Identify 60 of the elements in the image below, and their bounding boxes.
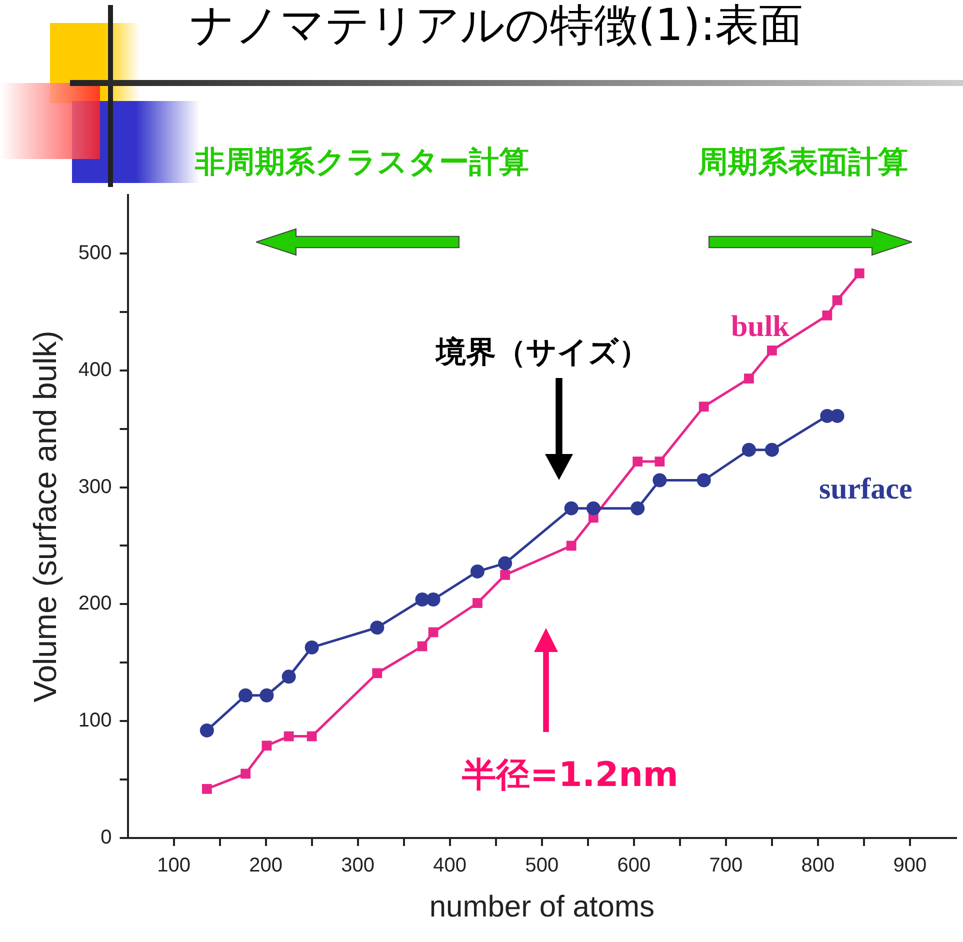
point [372,668,382,678]
point [260,688,274,702]
point [742,442,756,457]
point [304,640,319,654]
y-axis-title: Volume (surface and bulk) [27,330,64,702]
point [426,592,440,607]
point [202,784,212,794]
point [470,564,484,578]
point [262,740,272,751]
point [830,408,844,423]
series-label: surface [818,472,912,506]
annotation: 半径=1.2nm [462,754,678,797]
point [240,768,251,779]
x-tick-label: 400 [433,854,467,877]
point [566,540,576,551]
x-tick-label: 200 [249,854,282,877]
point [238,688,253,702]
point [284,731,294,742]
y-tick-label: 300 [78,476,112,498]
point [306,731,317,742]
point [500,570,510,580]
x-axis-title: number of atoms [429,890,654,924]
text: 周期系表面計算 [698,144,908,182]
point [630,501,645,516]
point [586,501,600,516]
annotation: 境界（サイズ） [436,334,649,372]
y-tick-label: 200 [78,592,112,615]
point [632,456,643,467]
point [200,723,214,738]
x-tick-label: 800 [801,854,835,877]
point [744,374,754,384]
point [498,556,512,570]
y-tick-label: 500 [78,242,112,264]
point [370,620,384,635]
point [832,295,842,306]
y-tick-label: 400 [78,358,112,381]
point [564,501,578,516]
point [854,268,864,278]
x-tick-label: 900 [893,854,927,877]
x-tick-label: 600 [617,854,651,877]
x-tick-label: 500 [525,854,559,877]
x-tick-label: 300 [341,854,375,877]
y-tick-label: 100 [78,710,112,732]
point [428,627,438,638]
x-tick-label: 700 [709,854,743,877]
point [652,473,667,488]
point [822,310,832,320]
text: 非周期系クラスター計算 [195,144,529,182]
point [417,641,428,652]
chart-title: ナノマテリアルの特徴(1):表面 [190,0,804,51]
x-tick-label: 100 [157,854,190,877]
series-label: bulk [730,310,790,344]
point [767,346,777,356]
point [764,442,779,457]
point [282,670,296,684]
point [654,456,665,467]
point [698,402,709,412]
point [696,473,711,488]
y-tick-label: 0 [100,826,112,849]
point [472,598,482,608]
